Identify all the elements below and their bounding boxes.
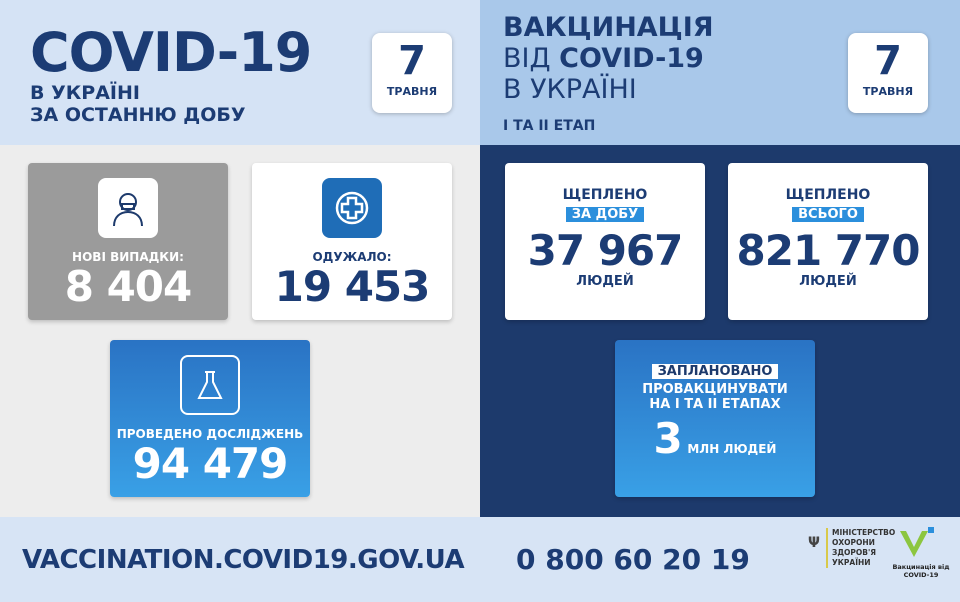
title-line: В УКРАЇНІ <box>503 74 637 105</box>
total-vaccinated-card: ЩЕПЛЕНО ВСЬОГО 821 770 ЛЮДЕЙ <box>728 163 928 320</box>
medical-cross-icon <box>322 178 382 238</box>
recovered-card: ОДУЖАЛО: 19 453 <box>252 163 452 320</box>
ministry-line: ЗДОРОВ'Я <box>832 548 877 557</box>
subtitle: В УКРАЇНІ ЗА ОСТАННЮ ДОБУ <box>30 82 246 126</box>
new-cases-card: НОВІ ВИПАДКИ: 8 404 <box>28 163 228 320</box>
total-top: ЩЕПЛЕНО <box>785 187 871 203</box>
hotline-phone[interactable]: 0 800 60 20 19 <box>516 543 750 576</box>
date-month: ТРАВНЯ <box>862 85 914 98</box>
date-badge: 7 ТРАВНЯ <box>372 33 452 113</box>
page-title: COVID-19 <box>30 21 312 84</box>
daily-highlight: ЗА ДОБУ <box>565 207 645 222</box>
sick-person-icon <box>98 178 158 238</box>
date-month: ТРАВНЯ <box>386 85 438 98</box>
trident-icon: Ψ <box>808 535 820 551</box>
total-highlight: ВСЬОГО <box>792 207 864 222</box>
footer <box>0 517 960 602</box>
title-line: COVID-19 <box>559 43 704 74</box>
vaccination-title: ВАКЦИНАЦІЯ ВІД COVID-19 В УКРАЇНІ І ТА І… <box>503 12 714 142</box>
title-line: ВАКЦИНАЦІЯ <box>503 12 714 43</box>
recovered-label: ОДУЖАЛО: <box>312 250 392 264</box>
flask-icon <box>180 355 240 415</box>
planned-card: ЗАПЛАНОВАНО ПРОВАКЦИНУВАТИ НА І ТА ІІ ЕТ… <box>615 340 815 497</box>
new-cases-value: 8 404 <box>64 262 193 311</box>
stage-label: І ТА ІІ ЕТАП <box>503 118 596 134</box>
vaccination-v-icon <box>898 527 938 563</box>
total-unit: ЛЮДЕЙ <box>799 274 857 289</box>
daily-unit: ЛЮДЕЙ <box>576 274 634 289</box>
date-day: 7 <box>398 38 426 84</box>
planned-line: НА І ТА ІІ ЕТАПАХ <box>649 397 781 412</box>
subtitle-line: В УКРАЇНІ <box>30 82 140 104</box>
tests-card: ПРОВЕДЕНО ДОСЛІДЖЕНЬ 94 479 <box>110 340 310 497</box>
daily-top: ЩЕПЛЕНО <box>562 187 648 203</box>
subtitle-line: ЗА ОСТАННЮ ДОБУ <box>30 104 246 126</box>
vaccination-logo-text: Вакцинація від COVID-19 <box>892 563 950 579</box>
ministry-line: ОХОРОНИ <box>832 538 875 547</box>
date-badge: 7 ТРАВНЯ <box>848 33 928 113</box>
daily-value: 37 967 <box>527 226 684 275</box>
date-day: 7 <box>874 38 902 84</box>
ministry-logo: МІНІСТЕРСТВО ОХОРОНИ ЗДОРОВ'Я УКРАЇНИ <box>826 528 895 568</box>
new-cases-label: НОВІ ВИПАДКИ: <box>72 250 184 264</box>
website-link[interactable]: VACCINATION.COVID19.GOV.UA <box>22 545 465 575</box>
planned-highlight: ЗАПЛАНОВАНО <box>651 364 779 379</box>
tests-value: 94 479 <box>132 439 289 488</box>
ministry-line: МІНІСТЕРСТВО <box>832 528 896 537</box>
daily-vaccinated-card: ЩЕПЛЕНО ЗА ДОБУ 37 967 ЛЮДЕЙ <box>505 163 705 320</box>
ministry-line: УКРАЇНИ <box>832 558 871 567</box>
recovered-value: 19 453 <box>274 262 431 311</box>
total-value: 821 770 <box>736 226 921 275</box>
planned-line: ПРОВАКЦИНУВАТИ <box>642 382 788 397</box>
planned-unit: МЛН ЛЮДЕЙ <box>687 442 777 456</box>
title-line: ВІД <box>503 43 560 74</box>
tests-label: ПРОВЕДЕНО ДОСЛІДЖЕНЬ <box>116 427 304 441</box>
planned-value: 3 <box>653 414 683 463</box>
